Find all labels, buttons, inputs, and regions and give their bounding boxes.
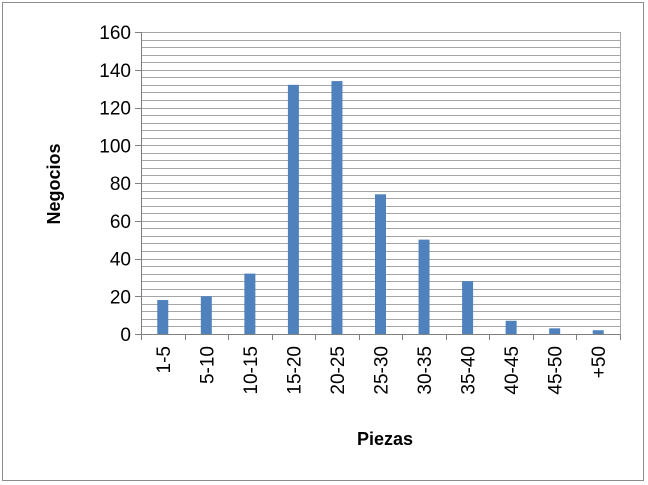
bar-10-15 (244, 273, 256, 334)
y-tick-label: 100 (99, 136, 131, 157)
x-tick-label: +50 (589, 346, 610, 378)
x-tick-label: 45-50 (546, 346, 567, 395)
y-tick-label: 40 (110, 250, 131, 271)
x-tick-label: 35-40 (459, 346, 480, 395)
bar-35-40 (462, 281, 474, 334)
x-tick-label: 40-45 (502, 346, 523, 395)
bar-5-10 (200, 296, 212, 334)
y-axis-title: Negocios (44, 143, 64, 224)
x-tick-label: 30-35 (415, 346, 436, 395)
bar-1-5 (157, 300, 169, 334)
x-tick-label: 5-10 (197, 346, 218, 384)
y-tick-label: 60 (110, 212, 131, 233)
x-tick-label: 20-25 (328, 346, 349, 395)
x-tick-label: 1-5 (154, 346, 175, 373)
y-tick-label: 20 (110, 287, 131, 308)
y-tick-label: 0 (120, 325, 131, 346)
bar-25-30 (375, 194, 386, 334)
x-axis-title: Piezas (357, 429, 413, 449)
y-tick-label: 160 (99, 23, 131, 44)
x-tick-label: 10-15 (241, 346, 262, 395)
y-tick-label: 80 (110, 174, 131, 195)
bar-+50 (592, 330, 604, 334)
bar-30-35 (418, 239, 430, 334)
x-tick-label: 25-30 (372, 346, 393, 395)
y-tick-label: 120 (99, 99, 131, 120)
bars (157, 81, 604, 334)
bar-40-45 (505, 320, 517, 334)
x-tick-labels: 1-5 5-10 10-15 15-20 20-25 25-30 30-35 35-40 40-… (154, 346, 610, 395)
axes (135, 32, 621, 340)
bar-15-20 (287, 84, 299, 334)
y-tick-label: 140 (99, 61, 131, 82)
bar-45-50 (549, 328, 561, 334)
x-tick-label: 15-20 (284, 346, 305, 395)
bar-20-25 (331, 81, 343, 334)
y-tick-labels: 0 20 40 60 80 100 120 140 160 (99, 23, 131, 346)
chart-frame (2, 2, 644, 481)
